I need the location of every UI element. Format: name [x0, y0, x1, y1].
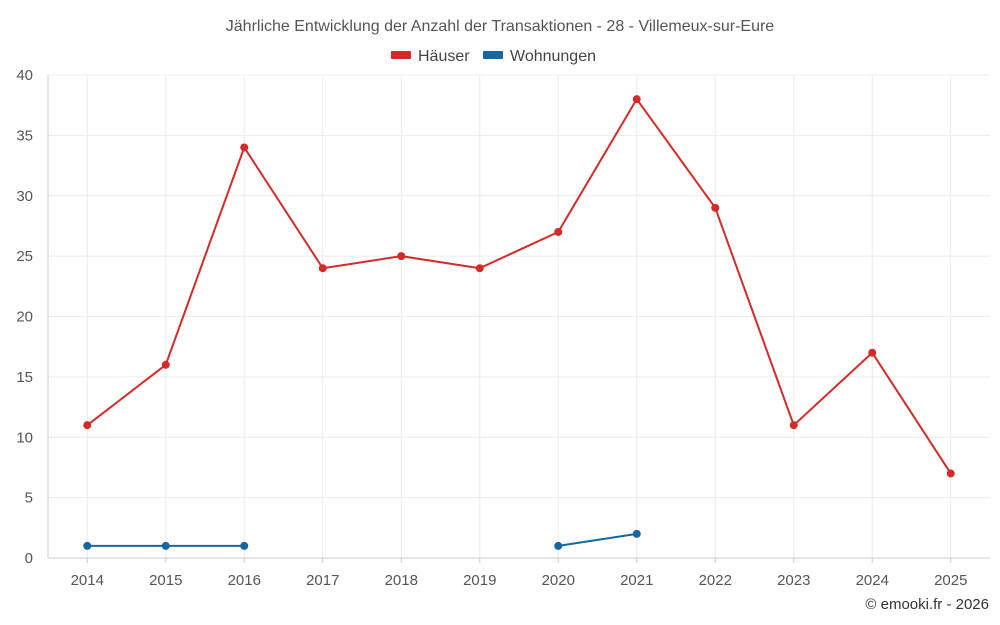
y-tick-label: 35 [16, 127, 33, 144]
series-0 [83, 95, 955, 478]
grid [48, 74, 990, 558]
legend-label-wohnungen: Wohnungen [510, 48, 596, 65]
data-point[interactable] [397, 252, 406, 261]
data-point[interactable] [83, 541, 92, 550]
x-tick-label: 2025 [934, 572, 967, 589]
y-tick-label: 20 [16, 309, 33, 326]
x-tick-label: 2018 [385, 572, 418, 589]
data-point[interactable] [83, 421, 92, 430]
data-point[interactable] [318, 264, 327, 273]
x-tick-label: 2023 [777, 572, 810, 589]
y-tick-label: 30 [16, 188, 33, 205]
series-1 [83, 529, 641, 550]
data-point[interactable] [868, 348, 877, 357]
data-point[interactable] [161, 360, 170, 369]
series [83, 95, 955, 550]
y-tick-label: 0 [25, 550, 33, 567]
x-tick-label: 2024 [856, 572, 889, 589]
chart-title: Jährliche Entwicklung der Anzahl der Tra… [226, 18, 775, 35]
x-tick-label: 2014 [71, 572, 104, 589]
legend-label-haeuser: Häuser [418, 48, 470, 65]
data-point[interactable] [240, 143, 249, 152]
data-point[interactable] [946, 469, 955, 478]
x-tick-label: 2015 [149, 572, 182, 589]
y-axis: 0 5 10 15 20 25 30 35 40 [16, 67, 49, 567]
data-point[interactable] [161, 541, 170, 550]
data-point[interactable] [554, 227, 563, 236]
data-point[interactable] [240, 541, 249, 550]
legend-swatch-haeuser [391, 51, 411, 59]
series-line [558, 532, 637, 547]
series-line [86, 98, 952, 475]
data-point[interactable] [554, 541, 563, 550]
legend-item-haeuser[interactable]: Häuser [391, 48, 470, 65]
y-tick-label: 15 [16, 369, 33, 386]
x-tick-label: 2020 [542, 572, 575, 589]
legend-swatch-wohnungen [483, 51, 503, 59]
legend: Häuser Wohnungen [391, 48, 596, 65]
x-tick-label: 2021 [620, 572, 653, 589]
credit-text: © emooki.fr - 2026 [865, 596, 989, 613]
x-tick-label: 2017 [306, 572, 339, 589]
x-tick-label: 2019 [463, 572, 496, 589]
y-tick-label: 5 [25, 490, 33, 507]
data-point[interactable] [632, 529, 641, 538]
y-tick-label: 25 [16, 248, 33, 265]
y-tick-label: 10 [16, 429, 33, 446]
x-tick-label: 2022 [699, 572, 732, 589]
x-tick-label: 2016 [228, 572, 261, 589]
data-point[interactable] [632, 95, 641, 104]
y-tick-label: 40 [16, 67, 33, 84]
data-point[interactable] [789, 421, 798, 430]
legend-item-wohnungen[interactable]: Wohnungen [483, 48, 596, 65]
data-point[interactable] [475, 264, 484, 273]
x-axis: 2014 2015 2016 2017 2018 2019 2020 2021 2022 2023… [48, 557, 990, 589]
data-point[interactable] [711, 203, 720, 212]
